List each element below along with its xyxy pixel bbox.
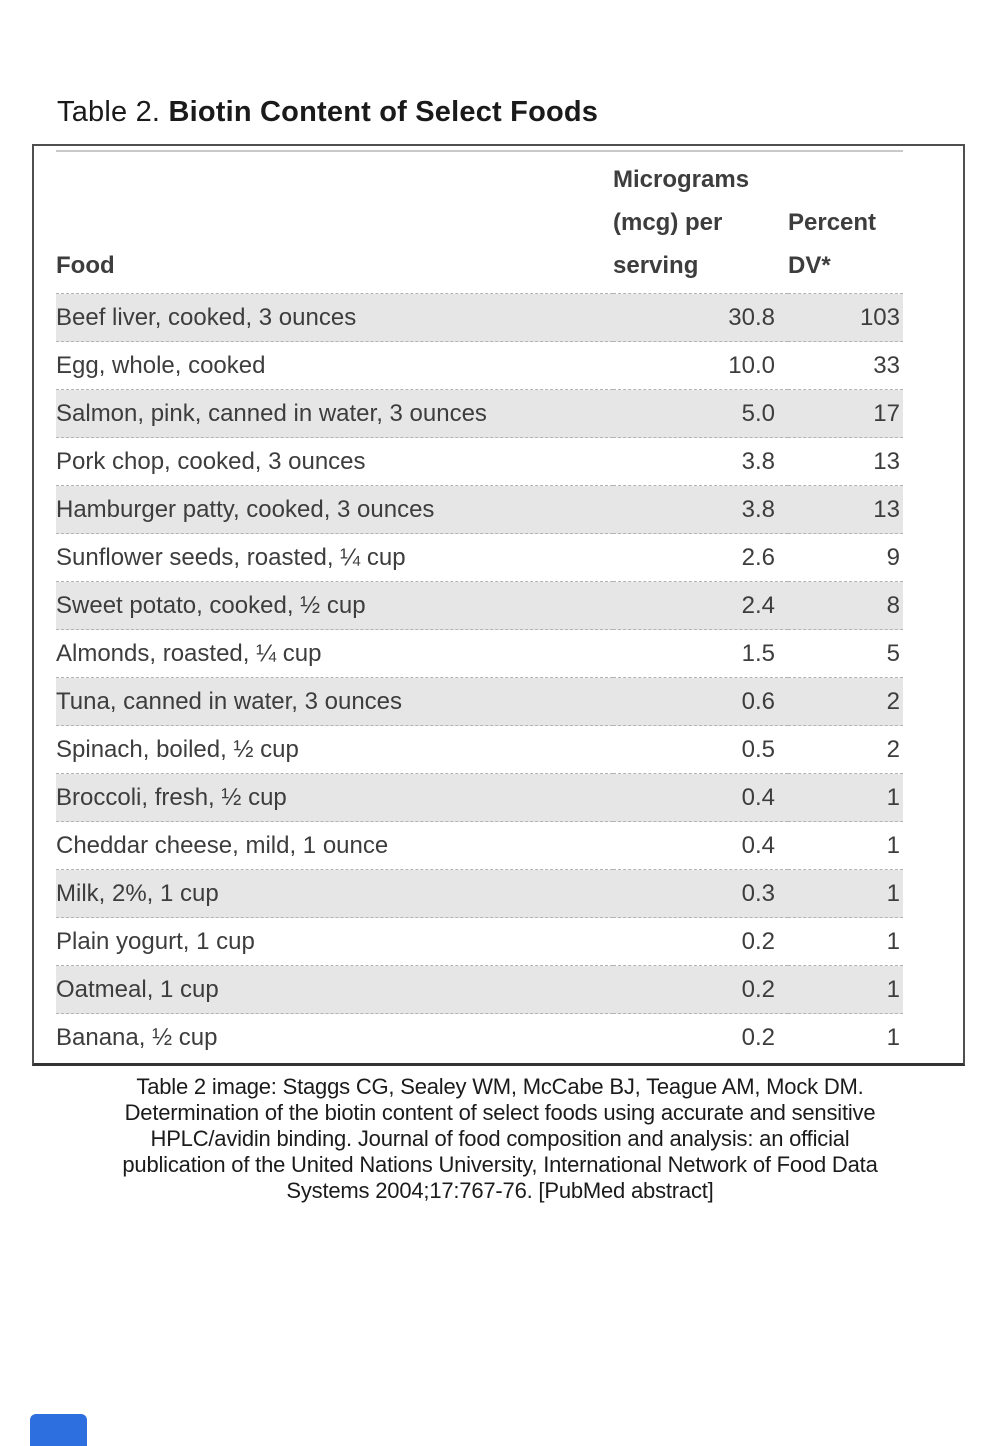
cell-mcg: 3.8 (741, 496, 775, 523)
cell-food: Spinach, boiled, ½ cup (56, 736, 299, 763)
cell-percent-dv: 103 (859, 304, 900, 331)
cell-percent-dv: 1 (886, 784, 900, 811)
table-row: Broccoli, fresh, ½ cup 0.4 1 (56, 773, 903, 822)
cell-food: Milk, 2%, 1 cup (56, 880, 219, 907)
table-row: Cheddar cheese, mild, 1 ounce 0.4 1 (56, 821, 903, 870)
cell-food: Plain yogurt, 1 cup (56, 928, 255, 955)
citation-line: Determination of the biotin content of s… (124, 1100, 876, 1125)
column-header-food: Food (56, 252, 115, 279)
table-number-label: Table 2. (57, 96, 169, 128)
cell-mcg: 0.4 (741, 784, 775, 811)
citation-line: HPLC/avidin binding. Journal of food com… (150, 1126, 850, 1151)
table-body: Beef liver, cooked, 3 ounces 30.8 103 Egg, … (56, 293, 903, 1062)
cell-percent-dv: 1 (886, 1024, 900, 1051)
cell-food: Tuna, canned in water, 3 ounces (56, 688, 403, 715)
cell-percent-dv: 2 (886, 736, 900, 763)
cell-food: Hamburger patty, cooked, 3 ounces (56, 496, 435, 523)
cell-mcg: 3.8 (741, 448, 775, 475)
citation-line: Systems 2004;17:767-76. [PubMed abstract… (286, 1178, 714, 1203)
cell-food: Sunflower seeds, roasted, ¼ cup (56, 544, 406, 571)
cell-mcg: 0.2 (741, 928, 775, 955)
cell-percent-dv: 17 (873, 400, 900, 427)
table-row: Sunflower seeds, roasted, ¼ cup 2.6 9 (56, 533, 903, 582)
floating-widget-sliver[interactable] (30, 1414, 87, 1446)
cell-percent-dv: 2 (886, 688, 900, 715)
table-row: Salmon, pink, canned in water, 3 ounces 5… (56, 389, 903, 438)
cell-food: Sweet potato, cooked, ½ cup (56, 592, 366, 619)
column-header-mcg: Micrograms (mcg) per serving (613, 166, 750, 279)
cell-mcg: 1.5 (741, 640, 775, 667)
cell-mcg: 0.5 (741, 736, 775, 763)
table-row: Plain yogurt, 1 cup 0.2 1 (56, 917, 903, 966)
cell-food: Oatmeal, 1 cup (56, 976, 219, 1003)
cell-food: Salmon, pink, canned in water, 3 ounces (56, 400, 487, 427)
page-title: Table 2. Biotin Content of Select Foods (57, 96, 1000, 129)
citation-line: publication of the United Nations Univer… (122, 1152, 878, 1177)
cell-percent-dv: 5 (886, 640, 900, 667)
column-header-percent-dv: Percent DV* (788, 209, 877, 279)
cell-food: Banana, ½ cup (56, 1024, 218, 1051)
cell-mcg: 0.2 (741, 976, 775, 1003)
cell-food: Cheddar cheese, mild, 1 ounce (56, 832, 389, 859)
cell-food: Egg, whole, cooked (56, 352, 266, 379)
table-row: Oatmeal, 1 cup 0.2 1 (56, 965, 903, 1014)
table-header: Food Micrograms (mcg) per serving Percen… (56, 151, 903, 294)
table-row: Hamburger patty, cooked, 3 ounces 3.8 13 (56, 485, 903, 534)
table-row: Sweet potato, cooked, ½ cup 2.4 8 (56, 581, 903, 630)
table-row: Milk, 2%, 1 cup 0.3 1 (56, 869, 903, 918)
cell-mcg: 30.8 (728, 304, 775, 331)
cell-food: Broccoli, fresh, ½ cup (56, 784, 287, 811)
table-row: Pork chop, cooked, 3 ounces 3.8 13 (56, 437, 903, 486)
cell-percent-dv: 13 (873, 448, 900, 475)
cell-percent-dv: 1 (886, 880, 900, 907)
cell-percent-dv: 9 (886, 544, 900, 571)
table-row: Tuna, canned in water, 3 ounces 0.6 2 (56, 677, 903, 726)
cell-percent-dv: 1 (886, 832, 900, 859)
cell-mcg: 2.4 (741, 592, 775, 619)
cell-mcg: 0.4 (741, 832, 775, 859)
cell-mcg: 10.0 (728, 352, 775, 379)
table-citation: Table 2 image: Staggs CG, Sealey WM, McC… (0, 1074, 1000, 1204)
cell-percent-dv: 33 (873, 352, 900, 379)
cell-percent-dv: 1 (886, 976, 900, 1003)
biotin-table-container: Food Micrograms (mcg) per serving Percen… (32, 144, 965, 1066)
cell-mcg: 5.0 (741, 400, 775, 427)
cell-percent-dv: 13 (873, 496, 900, 523)
biotin-table: Food Micrograms (mcg) per serving Percen… (56, 150, 903, 1061)
cell-percent-dv: 1 (886, 928, 900, 955)
cell-mcg: 0.6 (741, 688, 775, 715)
cell-mcg: 2.6 (741, 544, 775, 571)
table-title-text: Biotin Content of Select Foods (168, 96, 599, 128)
table-row: Beef liver, cooked, 3 ounces 30.8 103 (56, 293, 903, 342)
cell-percent-dv: 8 (886, 592, 900, 619)
table-row: Spinach, boiled, ½ cup 0.5 2 (56, 725, 903, 774)
cell-food: Almonds, roasted, ¼ cup (56, 640, 322, 667)
citation-line: Table 2 image: Staggs CG, Sealey WM, McC… (136, 1074, 864, 1099)
cell-food: Beef liver, cooked, 3 ounces (56, 304, 357, 331)
table-row: Egg, whole, cooked 10.0 33 (56, 341, 903, 390)
cell-mcg: 0.3 (741, 880, 775, 907)
table-row: Almonds, roasted, ¼ cup 1.5 5 (56, 629, 903, 678)
cell-food: Pork chop, cooked, 3 ounces (56, 448, 366, 475)
table-row: Banana, ½ cup 0.2 1 (56, 1013, 903, 1062)
cell-mcg: 0.2 (741, 1024, 775, 1051)
